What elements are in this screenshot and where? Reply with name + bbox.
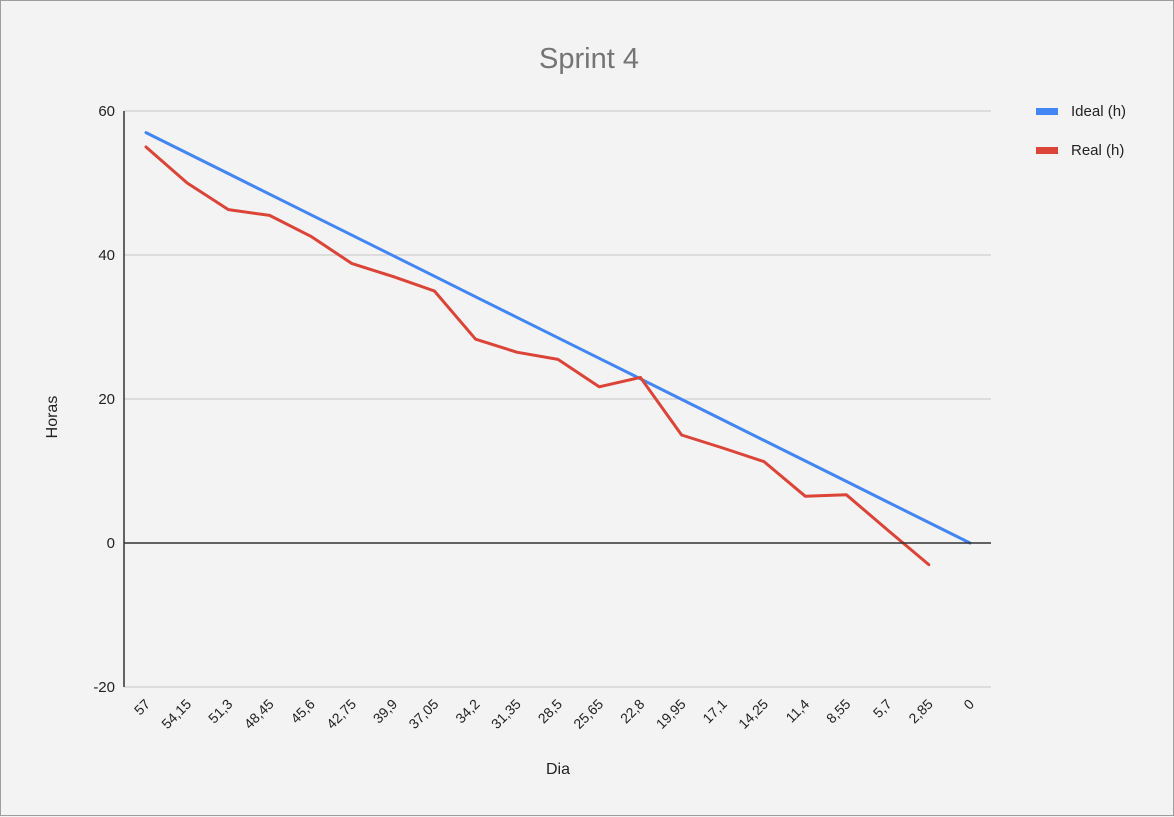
x-tick-label: 22,8 xyxy=(617,696,648,727)
gridlines xyxy=(124,110,991,688)
y-tick-label: 60 xyxy=(98,103,115,120)
series-lines xyxy=(144,131,972,567)
y-tick-label: 40 xyxy=(98,247,115,264)
x-tick-label: 2,85 xyxy=(905,696,936,727)
chart-title: Sprint 4 xyxy=(539,43,639,75)
y-tick-label: 20 xyxy=(98,391,115,408)
y-tick-label: 0 xyxy=(107,535,115,552)
x-tick-label: 8,55 xyxy=(823,696,854,727)
series-line-ideal xyxy=(144,131,972,545)
x-tick-label: 54,15 xyxy=(158,696,194,732)
legend-label: Real (h) xyxy=(1071,142,1124,159)
x-axis-label: Dia xyxy=(546,761,570,778)
y-tick-label: -20 xyxy=(93,679,115,696)
x-axis-ticks: 57 54,15 51,3 48,45 45,6 42,75 39,9 37,05 34,2 31… xyxy=(131,696,977,732)
x-tick-label: 48,45 xyxy=(241,696,277,732)
x-tick-label: 0 xyxy=(960,696,977,713)
legend-swatch xyxy=(1036,108,1058,115)
x-tick-label: 37,05 xyxy=(405,696,441,732)
y-axis-ticks: 60 40 20 0 -20 xyxy=(93,103,115,696)
series-line-real xyxy=(144,145,931,567)
x-tick-label: 34,2 xyxy=(452,696,483,727)
x-tick-label: 14,25 xyxy=(735,696,771,732)
legend: Ideal (h) Real (h) xyxy=(1036,103,1126,159)
legend-label: Ideal (h) xyxy=(1071,103,1126,120)
x-tick-label: 51,3 xyxy=(205,696,236,727)
x-tick-label: 5,7 xyxy=(870,696,895,721)
x-tick-label: 45,6 xyxy=(287,696,318,727)
x-tick-label: 28,5 xyxy=(535,696,566,727)
legend-swatch xyxy=(1036,147,1058,154)
x-tick-label: 25,65 xyxy=(570,696,606,732)
y-axis-label: Horas xyxy=(44,396,61,439)
x-tick-label: 19,95 xyxy=(653,696,689,732)
x-tick-label: 42,75 xyxy=(323,696,359,732)
x-tick-label: 39,9 xyxy=(370,696,401,727)
x-tick-label: 17,1 xyxy=(699,696,730,727)
x-tick-label: 11,4 xyxy=(782,696,812,726)
x-tick-label: 57 xyxy=(131,696,153,718)
x-tick-label: 31,35 xyxy=(488,696,524,732)
